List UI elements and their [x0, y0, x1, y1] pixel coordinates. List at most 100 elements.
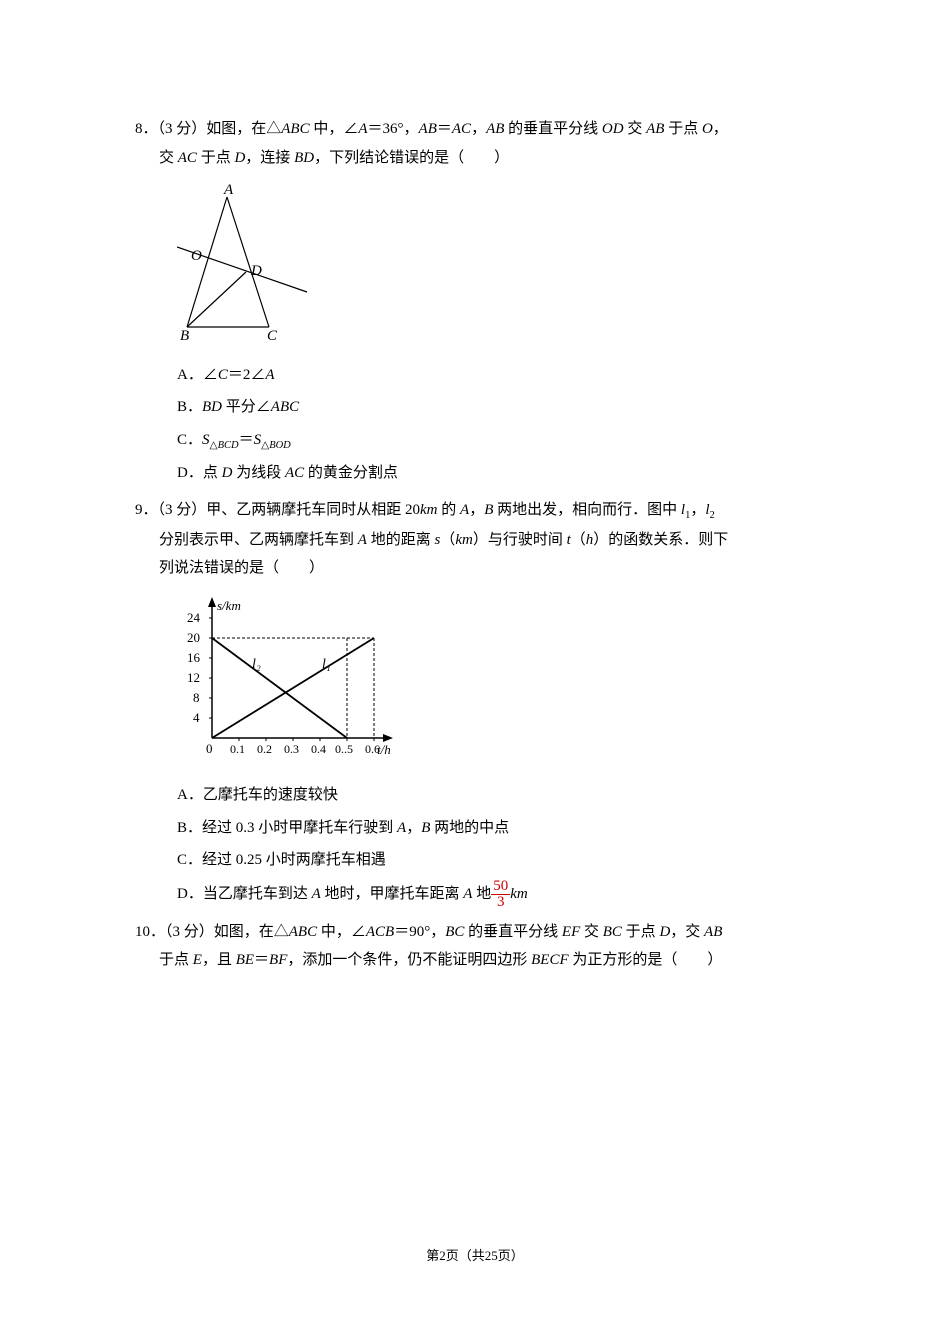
var: ABC [271, 399, 299, 415]
var: BECF [531, 952, 569, 968]
label-D: D [250, 263, 262, 279]
text: 为正方形的是（ ） [569, 952, 723, 968]
var: AB [419, 121, 437, 137]
var: S [202, 432, 210, 448]
q9-stem-cont2: 列说法错误的是（ ） [135, 554, 855, 583]
text: ）的函数关系．则下 [593, 532, 728, 548]
var: A [312, 886, 321, 902]
text: 列说法错误的是（ ） [159, 560, 324, 576]
var: AB [646, 121, 664, 137]
var: EF [562, 924, 580, 940]
q9-stem-cont1: 分别表示甲、乙两辆摩托车到 A 地的距离 s（km）与行驶时间 t（h）的函数关… [135, 526, 855, 555]
text: 交 [159, 150, 178, 166]
var: AB [486, 121, 504, 137]
text: （ [571, 532, 586, 548]
text: 8．（3 分）如图，在△ [135, 121, 281, 137]
text: ＝ [239, 432, 254, 448]
text: 中，∠ [310, 121, 359, 137]
text: A．乙摩托车的速度较快 [177, 787, 338, 803]
svg-text:4: 4 [193, 710, 200, 725]
triangle-diagram: A B C O D [177, 182, 322, 342]
sub: 2 [710, 510, 715, 521]
q9-option-a: A．乙摩托车的速度较快 [135, 781, 855, 810]
q8-option-a: A．∠C＝2∠A [135, 361, 855, 390]
svg-text:20: 20 [187, 630, 200, 645]
svg-text:0.3: 0.3 [284, 742, 299, 756]
var: D [659, 924, 670, 940]
var: AC [178, 150, 197, 166]
svg-text:0..5: 0..5 [335, 742, 353, 756]
text: C．经过 0.25 小时两摩托车相遇 [177, 852, 386, 868]
q8-option-d: D．点 D 为线段 AC 的黄金分割点 [135, 459, 855, 488]
svg-text:0: 0 [206, 741, 213, 756]
var: ABC [281, 121, 309, 137]
sub: △ [261, 440, 269, 451]
svg-text:0.1: 0.1 [230, 742, 245, 756]
text: ，添加一个条件，仍不能证明四边形 [287, 952, 531, 968]
label-C: C [267, 328, 278, 342]
sub: △ [210, 440, 218, 451]
text: 于点 [159, 952, 193, 968]
text: 于点 [622, 924, 660, 940]
var: A [358, 532, 367, 548]
footer-text: 页（共 [446, 1248, 485, 1263]
page-footer: 第2页（共25页） [0, 1244, 950, 1269]
page: 8．（3 分）如图，在△ABC 中，∠A＝36°，AB＝AC，AB 的垂直平分线… [0, 0, 950, 1344]
label-A: A [223, 182, 234, 198]
var: km [510, 886, 528, 902]
text: 两地的中点 [430, 820, 509, 836]
var: A [460, 502, 469, 518]
var: A [397, 820, 406, 836]
svg-text:12: 12 [187, 670, 200, 685]
question-9: 9．（3 分）甲、乙两辆摩托车同时从相距 20km 的 A，B 两地出发，相向而… [135, 496, 855, 910]
sub: BCD [218, 440, 239, 451]
text: ，连接 [245, 150, 294, 166]
text: 10．（3 分）如图，在△ [135, 924, 289, 940]
var: AB [704, 924, 722, 940]
text: 的垂直平分线 [464, 924, 562, 940]
q10-stem: 10．（3 分）如图，在△ABC 中，∠ACB＝90°，BC 的垂直平分线 EF… [135, 918, 855, 947]
q8-option-b: B．BD 平分∠ABC [135, 393, 855, 422]
var: BD [294, 150, 314, 166]
q8-stem-cont: 交 AC 于点 D，连接 BD，下列结论错误的是（ ） [135, 144, 855, 173]
svg-text:24: 24 [187, 610, 201, 625]
text: A．∠ [177, 367, 218, 383]
var: AC [452, 121, 471, 137]
svg-text:s/km: s/km [217, 598, 241, 613]
text: 于点 [664, 121, 702, 137]
svg-text:0.2: 0.2 [257, 742, 272, 756]
text: ）与行驶时间 [473, 532, 567, 548]
text: 为线段 [232, 465, 285, 481]
text: 中，∠ [317, 924, 366, 940]
footer-text: 页） [498, 1248, 524, 1263]
line-chart: 4 8 12 16 20 24 0.1 0.2 0.3 0.4 0..5 0.6 [177, 593, 397, 763]
var: D [222, 465, 233, 481]
text: ＝ [437, 121, 452, 137]
text: ＝36°， [368, 121, 419, 137]
text: 两地出发，相向而行．图中 [493, 502, 681, 518]
text: C． [177, 432, 202, 448]
text: 的垂直平分线 [504, 121, 602, 137]
page-total: 25 [485, 1248, 498, 1263]
var: O [702, 121, 713, 137]
text: B． [177, 399, 202, 415]
q9-option-b: B．经过 0.3 小时甲摩托车行驶到 A，B 两地的中点 [135, 814, 855, 843]
question-10: 10．（3 分）如图，在△ABC 中，∠ACB＝90°，BC 的垂直平分线 EF… [135, 918, 855, 975]
text: 于点 [197, 150, 235, 166]
q9-option-d: D．当乙摩托车到达 A 地时，甲摩托车距离 A 地503km [135, 879, 855, 910]
q9-stem: 9．（3 分）甲、乙两辆摩托车同时从相距 20km 的 A，B 两地出发，相向而… [135, 496, 855, 526]
text: 地 [472, 886, 491, 902]
var: BE [236, 952, 254, 968]
text: ， [713, 121, 728, 137]
var: km [420, 502, 438, 518]
question-8: 8．（3 分）如图，在△ABC 中，∠A＝36°，AB＝AC，AB 的垂直平分线… [135, 115, 855, 488]
text: 地时，甲摩托车距离 [321, 886, 464, 902]
text: ＝2∠ [228, 367, 266, 383]
text: D．点 [177, 465, 222, 481]
svg-text:16: 16 [187, 650, 201, 665]
text: ，下列结论错误的是（ ） [314, 150, 509, 166]
text: ， [471, 121, 486, 137]
var: ABC [289, 924, 317, 940]
text: 的黄金分割点 [304, 465, 398, 481]
var: ACB [366, 924, 394, 940]
